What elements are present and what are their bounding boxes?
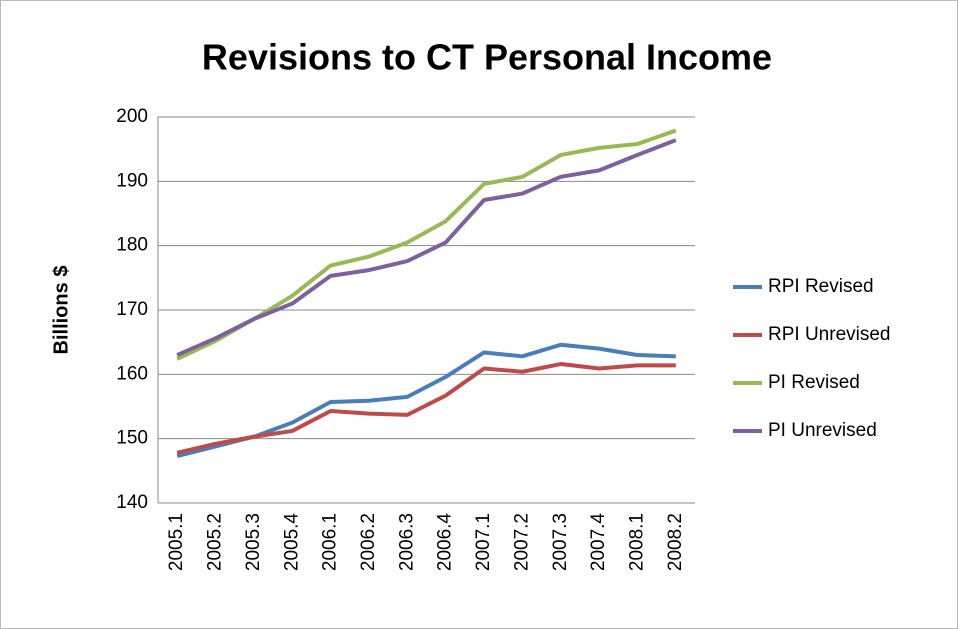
x-tick-label: 2007.2 [511, 513, 532, 571]
data-line [176, 362, 676, 455]
x-tick-label: 2008.1 [626, 513, 647, 571]
y-tick-label: 150 [116, 428, 148, 449]
x-tick-label: 2006.3 [396, 513, 417, 571]
x-tick-label: 2005.2 [205, 513, 226, 571]
x-tick-label: 2007.4 [588, 513, 609, 572]
legend-label: RPI Unrevised [768, 324, 891, 345]
y-tick-label: 160 [116, 363, 148, 384]
x-tick-label: 2005.1 [166, 513, 187, 571]
x-tick-label: 2005.3 [243, 513, 264, 571]
y-tick-label: 180 [116, 235, 148, 256]
y-tick-label: 140 [116, 492, 148, 513]
legend-label: PI Revised [768, 372, 860, 393]
data-line [176, 138, 677, 357]
x-tick-label: 2005.4 [281, 513, 302, 572]
legend-label: RPI Revised [768, 276, 874, 297]
x-tick-label: 2008.2 [665, 513, 686, 571]
x-tick-label: 2007.3 [550, 513, 571, 571]
y-axis-label: Billions $ [50, 266, 72, 355]
chart-title: Revisions to CT Personal Income [202, 37, 772, 78]
x-tick-label: 2006.2 [358, 513, 379, 571]
y-tick-label: 200 [116, 106, 148, 127]
y-tick-label: 190 [116, 170, 148, 191]
x-tick-label: 2006.1 [320, 513, 341, 571]
y-tick-label: 170 [116, 299, 148, 320]
x-tick-label: 2006.4 [435, 513, 456, 572]
legend-label: PI Unrevised [768, 420, 877, 441]
x-tick-label: 2007.1 [473, 513, 494, 571]
